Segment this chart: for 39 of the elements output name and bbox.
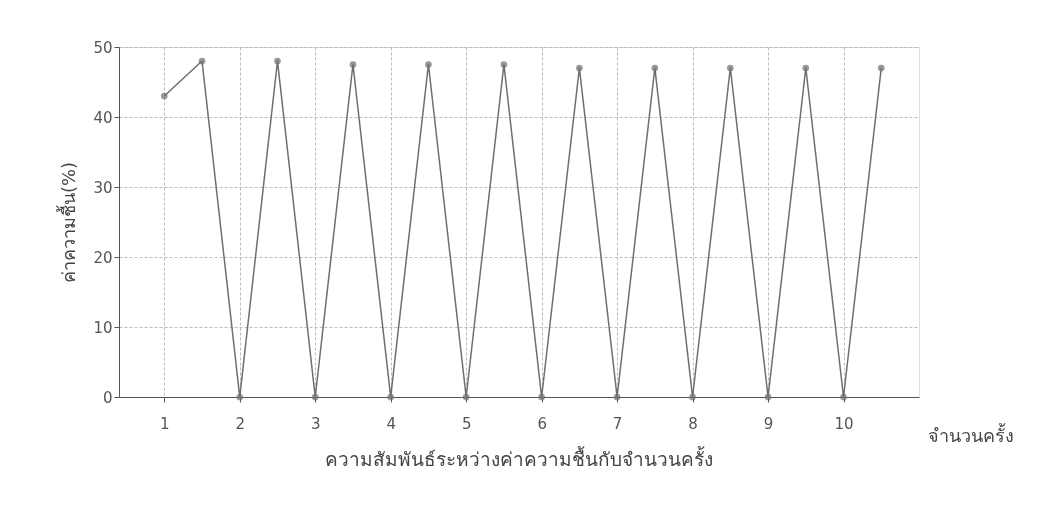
x-tick-label: 6: [537, 414, 547, 433]
point: [877, 64, 885, 72]
point: [274, 57, 281, 65]
point: [538, 393, 545, 401]
point: [198, 57, 206, 65]
x-tick-label: 9: [763, 414, 774, 433]
x-tick-label: 2: [235, 414, 246, 433]
point: [802, 64, 810, 72]
x-axis-title: จำนวนครั้ง: [927, 422, 1014, 446]
x-tick-label: 3: [310, 414, 321, 433]
point: [500, 61, 508, 68]
x-tick-label: 5: [461, 414, 472, 433]
point: [613, 393, 621, 401]
x-tick-label: 8: [688, 414, 698, 433]
text: ความสัมพันธ์ระหว่างค่าความชื้นกับจำนวนครั้ง: [325, 446, 713, 470]
point: [462, 393, 470, 401]
y-tick-label: 10: [93, 318, 113, 337]
x-tick-label: 10: [834, 414, 854, 433]
point: [651, 64, 659, 72]
point: [160, 92, 168, 100]
point: [764, 393, 772, 401]
x-tick-label: 7: [612, 414, 623, 433]
point: [689, 393, 696, 401]
x-tick-label: 1: [160, 414, 170, 433]
y-tick-label: 30: [93, 178, 113, 197]
y-tick-label: 40: [93, 108, 113, 127]
y-axis-title: ค่าความชื้น(%): [56, 161, 80, 284]
point: [726, 64, 734, 72]
y-tick-label: 50: [93, 38, 113, 57]
point: [425, 61, 432, 68]
x-tick-label: 4: [386, 414, 396, 433]
point: [236, 393, 244, 401]
point: [349, 61, 357, 68]
y-tick-label: 0: [102, 388, 113, 407]
y-tick-label: 20: [93, 248, 113, 267]
point: [840, 393, 847, 401]
point: [576, 64, 583, 72]
point: [311, 393, 319, 401]
point: [387, 393, 395, 401]
